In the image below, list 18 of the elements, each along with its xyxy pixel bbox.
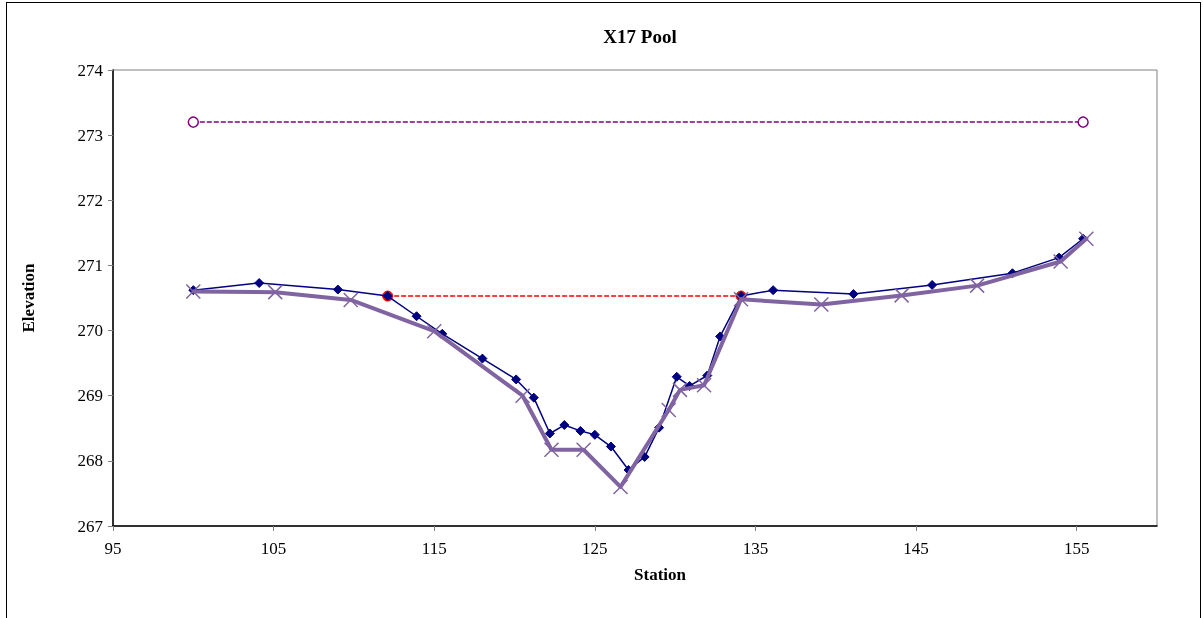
x-tick-label: 145 (903, 539, 929, 558)
x-tick-label: 105 (260, 539, 287, 558)
y-tick-label: 274 (77, 60, 104, 80)
y-tick-label: 267 (77, 516, 104, 536)
y-tick-label: 269 (77, 386, 103, 406)
x-tick-label: 125 (582, 539, 608, 558)
x-tick-label: 95 (104, 539, 122, 558)
x-axis-title: Station (634, 565, 687, 584)
x-tick-label: 155 (1063, 539, 1090, 558)
x-tick-label: 135 (742, 539, 769, 558)
y-tick-label: 272 (77, 190, 103, 210)
x-tick-label: 115 (421, 539, 447, 558)
y-tick-label: 273 (77, 125, 103, 145)
y-tick-label: 268 (77, 451, 103, 471)
chart-title: X17 Pool (603, 26, 677, 47)
y-axis-title: Elevation (19, 262, 38, 333)
y-tick-label: 271 (77, 255, 103, 275)
y-tick-label: 270 (77, 321, 103, 341)
